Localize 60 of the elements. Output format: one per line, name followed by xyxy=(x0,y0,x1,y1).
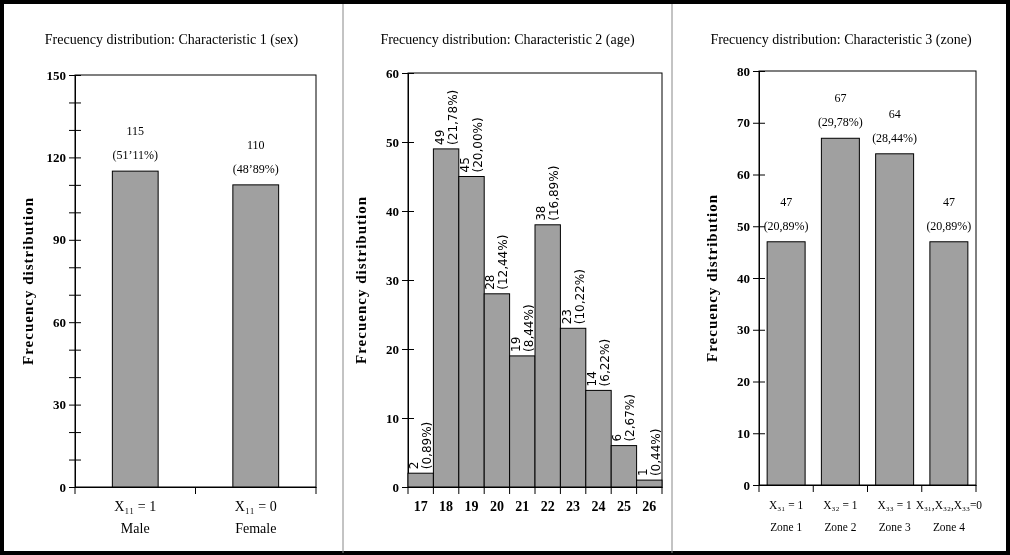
y-tick-label: 30 xyxy=(386,272,399,288)
data-label: 47 (20,89%) xyxy=(926,194,972,233)
y-tick-label: 80 xyxy=(737,63,750,79)
y-tick-label: 60 xyxy=(53,314,66,330)
y-tick-label: 60 xyxy=(737,167,750,183)
y-tick-label: 20 xyxy=(737,374,750,390)
x-tick-label: 23 xyxy=(566,499,581,514)
y-tick-label: 20 xyxy=(386,341,399,357)
chart-title: Frecuency distribution: Characteristic 3 (zone) xyxy=(710,32,972,48)
data-label: 6 (2,67%) xyxy=(610,394,638,442)
y-tick-label: 0 xyxy=(59,479,66,495)
y-tick-label: 10 xyxy=(386,410,399,426)
data-label: 49 (21,78%) xyxy=(432,89,460,145)
data-label: 28 (12,44%) xyxy=(483,234,511,290)
y-tick-label: 40 xyxy=(386,203,399,219)
y-tick-label: 50 xyxy=(386,134,399,150)
y-tick-label: 60 xyxy=(386,65,399,81)
x-tick-label: 20 xyxy=(489,499,504,514)
data-label: 115 (51’11%) xyxy=(112,124,159,163)
y-tick-label: 150 xyxy=(46,67,66,83)
x-tick-label: 21 xyxy=(515,499,530,514)
x-tick-label: 19 xyxy=(464,499,479,514)
x-tick-label: 26 xyxy=(642,499,657,514)
x-tick-label: 24 xyxy=(591,499,606,514)
y-axis-title: Frecuency distribution xyxy=(353,196,369,364)
y-tick-label: 90 xyxy=(53,232,66,248)
data-label: 47 (20,89%) xyxy=(763,194,809,233)
x-tick-label: 25 xyxy=(616,499,631,514)
data-label: 2 (0,89%) xyxy=(407,421,435,470)
y-tick-label: 0 xyxy=(392,479,399,495)
x-tick-label: X₃₁,X₃₂,X₃₃=0 Zone 4 xyxy=(915,499,983,533)
y-tick-label: 0 xyxy=(743,477,750,493)
data-label: 23 (10,22%) xyxy=(559,269,587,325)
y-axis-title: Frecuency distribution xyxy=(20,197,36,365)
data-label: 38 (16,89%) xyxy=(534,165,562,221)
x-tick-label: X₁₁ = 1 Male xyxy=(114,499,157,536)
data-label: 1 (0,44%) xyxy=(635,428,663,477)
x-tick-label: X₃₃ = 1 Zone 3 xyxy=(877,499,912,533)
data-label: 67 (29,78%) xyxy=(817,91,863,130)
y-tick-label: 30 xyxy=(53,397,66,413)
data-label: 19 (8,44%) xyxy=(508,304,536,352)
y-tick-label: 40 xyxy=(737,270,750,286)
data-label: 110 (48’89%) xyxy=(232,137,279,176)
y-tick-label: 50 xyxy=(737,218,750,234)
x-tick-label: X₁₁ = 0 Female xyxy=(234,499,277,536)
y-tick-label: 70 xyxy=(737,115,750,131)
y-tick-label: 10 xyxy=(737,425,750,441)
y-tick-label: 30 xyxy=(737,322,750,338)
x-tick-label: 22 xyxy=(540,499,555,514)
data-label: 45 (20,00%) xyxy=(458,117,485,173)
x-tick-label: 17 xyxy=(413,499,428,514)
chart-title: Frecuency distribution: Characteristic 1 (sex) xyxy=(44,32,299,48)
data-label: 64 (28,44%) xyxy=(872,106,918,145)
y-tick-label: 120 xyxy=(46,150,66,166)
y-axis-title: Frecuency distribution xyxy=(704,194,720,362)
x-tick-label: X₃₂ = 1 Zone 2 xyxy=(823,499,858,533)
chart-title: Frecuency distribution: Characteristic 2 (age) xyxy=(380,32,635,48)
x-tick-label: X₃₁ = 1 Zone 1 xyxy=(769,499,804,533)
data-label: 14 (6,22%) xyxy=(585,338,612,387)
x-tick-label: 18 xyxy=(439,499,454,514)
